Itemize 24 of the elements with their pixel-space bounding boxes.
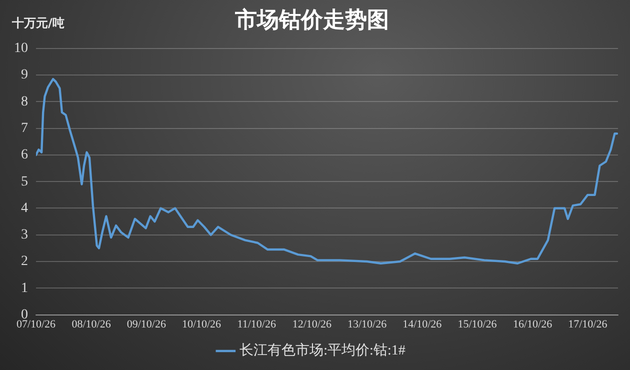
- y-axis-title: 十万元/吨: [11, 16, 64, 30]
- y-tick-label: 10: [14, 41, 28, 56]
- x-tick-label: 10/10/26: [182, 318, 222, 330]
- x-tick-label: 13/10/26: [347, 318, 388, 330]
- y-tick-label: 5: [21, 174, 28, 190]
- y-tick-label: 2: [21, 254, 28, 270]
- x-tick-label: 17/10/26: [568, 318, 608, 330]
- x-tick-label: 07/10/26: [16, 318, 56, 330]
- y-tick-label: 1: [21, 280, 28, 296]
- y-tick-label: 6: [21, 148, 28, 163]
- x-tick-label: 09/10/26: [126, 318, 166, 330]
- y-tick-label: 4: [21, 200, 28, 216]
- y-tick-label: 8: [21, 94, 28, 110]
- x-tick-label: 12/10/26: [292, 318, 332, 330]
- legend-label: 长江有色市场:平均价:钴:1#: [240, 342, 406, 359]
- x-tick-label: 11/10/26: [237, 318, 276, 330]
- x-tick-label: 15/10/26: [458, 318, 498, 330]
- x-tick-label: 08/10/26: [72, 318, 112, 330]
- y-tick-label: 9: [21, 68, 28, 83]
- x-tick-label: 14/10/26: [402, 318, 442, 330]
- y-tick-label: 3: [21, 228, 28, 243]
- x-tick-label: 16/10/26: [512, 318, 553, 330]
- y-tick-label: 7: [21, 120, 28, 136]
- chart-title: 市场钴价走势图: [234, 6, 389, 32]
